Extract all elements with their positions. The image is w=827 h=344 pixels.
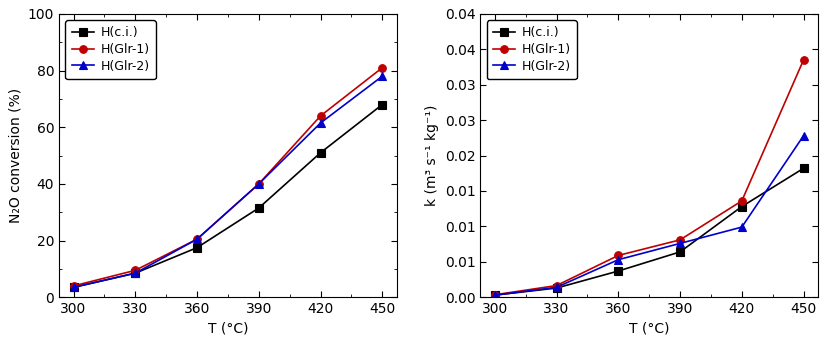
H(c.i.) — [614, 269, 624, 273]
H(Glr-2) — [675, 241, 685, 246]
H(Glr-2) — [377, 74, 387, 78]
H(Glr-2) — [490, 293, 500, 297]
H(Glr-1) — [614, 254, 624, 258]
H(Glr-1) — [799, 58, 809, 62]
H(Glr-2) — [254, 182, 264, 186]
Line: H(c.i.): H(c.i.) — [491, 164, 807, 299]
Legend: H(c.i.), H(Glr-1), H(Glr-2): H(c.i.), H(Glr-1), H(Glr-2) — [486, 20, 577, 79]
H(Glr-2) — [737, 225, 747, 229]
H(Glr-1) — [316, 114, 326, 118]
X-axis label: T (°C): T (°C) — [208, 322, 248, 336]
H(Glr-1) — [737, 199, 747, 203]
H(Glr-2) — [552, 285, 562, 289]
H(c.i.) — [490, 293, 500, 297]
H(c.i.) — [799, 166, 809, 170]
H(c.i.) — [192, 246, 202, 250]
Line: H(c.i.): H(c.i.) — [69, 101, 386, 291]
H(c.i.) — [316, 151, 326, 155]
H(Glr-1) — [131, 268, 141, 272]
H(Glr-1) — [377, 66, 387, 70]
Line: H(Glr-2): H(Glr-2) — [69, 72, 386, 291]
Y-axis label: k (m³ s⁻¹ kg⁻¹): k (m³ s⁻¹ kg⁻¹) — [425, 105, 439, 206]
H(c.i.) — [131, 271, 141, 275]
H(c.i.) — [675, 250, 685, 254]
H(c.i.) — [254, 206, 264, 210]
H(Glr-2) — [614, 258, 624, 262]
H(Glr-2) — [69, 285, 79, 289]
H(Glr-1) — [254, 182, 264, 186]
H(c.i.) — [737, 204, 747, 208]
H(c.i.) — [552, 286, 562, 290]
Line: H(Glr-1): H(Glr-1) — [491, 56, 807, 299]
H(c.i.) — [377, 103, 387, 107]
X-axis label: T (°C): T (°C) — [629, 322, 669, 336]
Line: H(Glr-1): H(Glr-1) — [69, 64, 386, 290]
H(Glr-2) — [799, 133, 809, 138]
Legend: H(c.i.), H(Glr-1), H(Glr-2): H(c.i.), H(Glr-1), H(Glr-2) — [65, 20, 155, 79]
Line: H(Glr-2): H(Glr-2) — [491, 132, 807, 299]
H(c.i.) — [69, 285, 79, 289]
H(Glr-1) — [490, 293, 500, 297]
Y-axis label: N₂O conversion (%): N₂O conversion (%) — [8, 88, 22, 223]
H(Glr-1) — [675, 238, 685, 242]
H(Glr-1) — [552, 283, 562, 288]
H(Glr-1) — [69, 284, 79, 288]
H(Glr-2) — [192, 237, 202, 241]
H(Glr-2) — [131, 271, 141, 275]
H(Glr-2) — [316, 121, 326, 125]
H(Glr-1) — [192, 237, 202, 241]
